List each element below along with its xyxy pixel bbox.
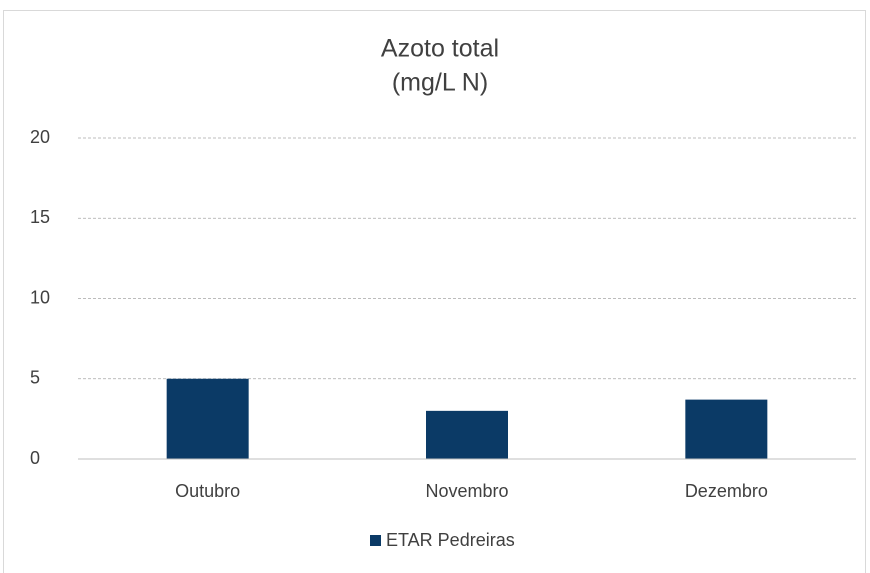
- x-tick-label: Outubro: [175, 481, 240, 501]
- legend-swatch: [370, 535, 381, 546]
- x-tick-label: Dezembro: [685, 481, 768, 501]
- chart-subtitle: (mg/L N): [392, 69, 488, 97]
- legend-label: ETAR Pedreiras: [386, 530, 515, 550]
- bar: [166, 378, 249, 459]
- y-tick-label: 5: [30, 368, 40, 388]
- y-tick-label: 10: [30, 287, 50, 307]
- y-tick-label: 20: [30, 127, 50, 147]
- chart-title: Azoto total: [381, 35, 499, 63]
- x-tick-label: Novembro: [425, 481, 508, 501]
- chart-frame: [3, 10, 866, 573]
- bar: [426, 410, 508, 459]
- y-tick-label: 15: [30, 207, 50, 227]
- y-tick-label: 0: [30, 448, 40, 468]
- bar: [685, 399, 768, 459]
